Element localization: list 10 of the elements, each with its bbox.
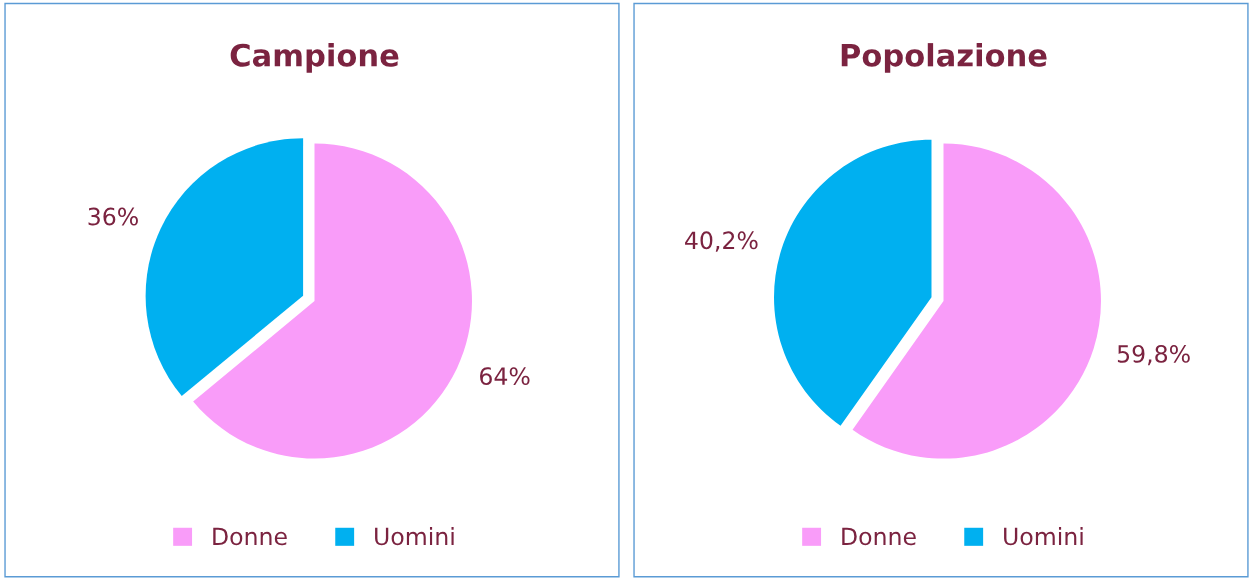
data-label: 59,8%	[1117, 344, 1190, 366]
legend-label: Uomini	[1004, 527, 1083, 546]
legend-label: Uomini	[375, 527, 454, 546]
data-label: 64%	[480, 367, 530, 386]
data-label: 40,2%	[685, 231, 758, 252]
chart-title: Campione	[230, 43, 399, 73]
legend-label: Donne	[213, 527, 287, 546]
chart-title: Popolazione	[841, 43, 1047, 73]
legend-label: Donne	[842, 527, 916, 546]
data-label: 36%	[88, 207, 138, 226]
